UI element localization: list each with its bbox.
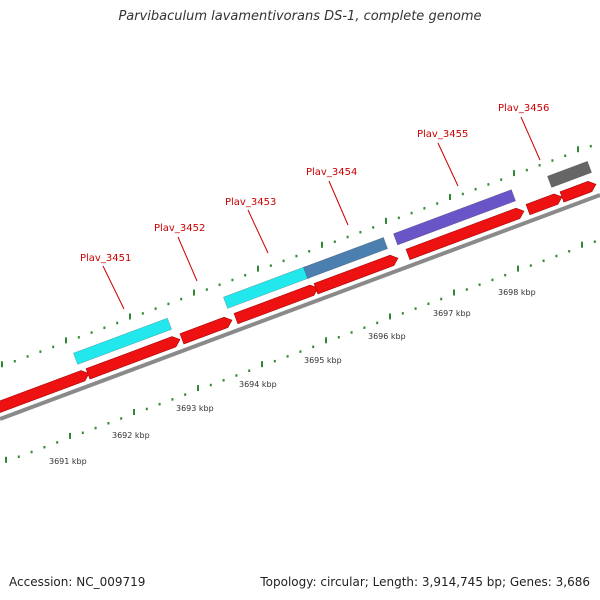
gene-label-plav-3456: Plav_3456 xyxy=(498,103,549,114)
genome-summary-text: Topology: circular; Length: 3,914,745 bp… xyxy=(260,575,590,589)
label-connector-line xyxy=(247,209,269,254)
feature-bar-3451 xyxy=(73,317,172,365)
gene-label-plav-3451: Plav_3451 xyxy=(80,253,131,264)
cds-arrow xyxy=(313,254,399,295)
label-connector-line xyxy=(102,265,125,310)
gene-label-plav-3452: Plav_3452 xyxy=(154,223,205,234)
feature-track xyxy=(73,160,592,365)
label-connector-line xyxy=(520,116,541,161)
map-title: Parvibaculum lavamentivorans DS-1, compl… xyxy=(118,9,482,24)
cds-arrow xyxy=(0,370,90,413)
upper-tick-track xyxy=(1,144,592,368)
kbp-label-3692: 3692 kbp xyxy=(112,431,150,440)
genome-backbone xyxy=(0,193,600,421)
gene-label-plav-3455: Plav_3455 xyxy=(417,129,468,140)
accession-text: Accession: NC_009719 xyxy=(9,575,146,589)
label-connector-line xyxy=(437,142,459,187)
kbp-label-3696: 3696 kbp xyxy=(368,332,406,341)
feature-bar-3455 xyxy=(393,189,516,246)
feature-bar-3453 xyxy=(223,266,310,309)
label-connector-line xyxy=(328,180,349,226)
gene-label-plav-3453: Plav_3453 xyxy=(225,197,276,208)
feature-bar-3456 xyxy=(547,160,592,188)
gene-label-plav-3454: Plav_3454 xyxy=(306,167,357,178)
kbp-label-3695: 3695 kbp xyxy=(304,356,342,365)
cds-arrow xyxy=(525,193,563,216)
cds-arrow xyxy=(559,180,597,203)
kbp-label-3698: 3698 kbp xyxy=(498,288,536,297)
lower-tick-track xyxy=(5,240,596,463)
cds-arrow xyxy=(405,207,525,260)
cds-arrow xyxy=(179,316,233,345)
kbp-label-3694: 3694 kbp xyxy=(239,380,277,389)
cds-track xyxy=(0,180,597,413)
kbp-label-3693: 3693 kbp xyxy=(176,404,214,413)
label-connector-line xyxy=(177,236,198,282)
label-connectors xyxy=(102,116,541,310)
kbp-label-3691: 3691 kbp xyxy=(49,457,87,466)
cds-arrow xyxy=(233,284,319,325)
feature-bar-3454 xyxy=(303,237,388,279)
cds-arrow xyxy=(85,336,181,380)
kbp-label-3697: 3697 kbp xyxy=(433,309,471,318)
